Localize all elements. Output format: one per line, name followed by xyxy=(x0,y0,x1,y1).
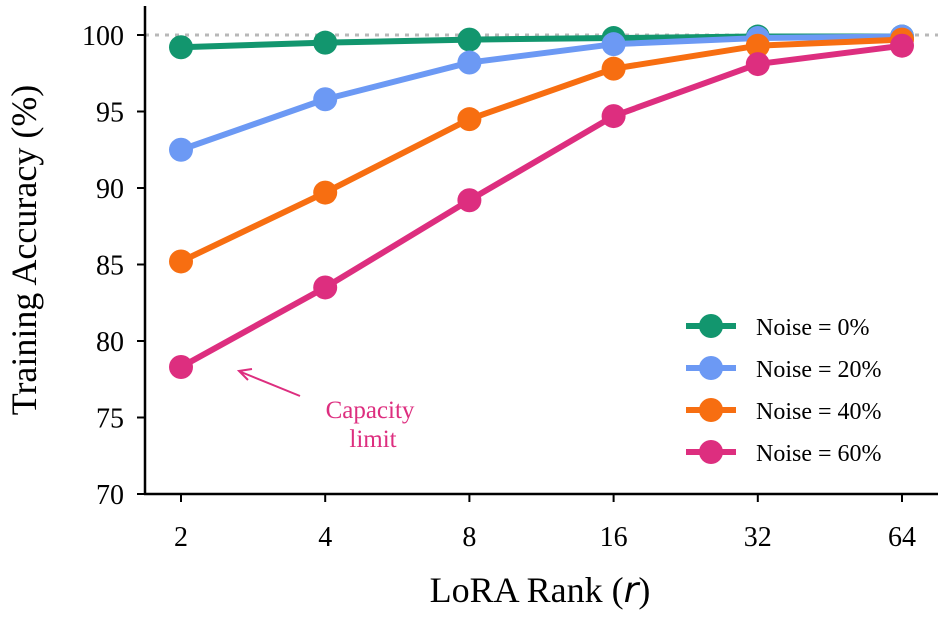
annotation-text-line-2: limit xyxy=(349,426,396,453)
series-3 xyxy=(169,33,914,380)
data-point xyxy=(745,33,770,58)
annotation-arrow-head xyxy=(236,368,253,381)
y-tick-label: 90 xyxy=(96,174,124,205)
series-2 xyxy=(169,27,914,274)
data-point xyxy=(313,30,338,55)
legend-marker xyxy=(699,314,723,338)
data-point xyxy=(313,275,338,300)
annotation-arrow-shaft xyxy=(240,371,301,397)
legend-label: Noise = 20% xyxy=(756,357,882,383)
annotation-text-line-1: Capacity xyxy=(326,397,415,424)
x-axis-title: LoRA Rank (r) xyxy=(430,570,651,611)
data-point xyxy=(313,180,338,205)
y-tick-label: 85 xyxy=(96,251,124,282)
legend-marker xyxy=(699,440,723,464)
data-point xyxy=(169,137,193,162)
data-point xyxy=(601,32,626,57)
x-axis-title-close: ) xyxy=(638,570,650,610)
legend-label: Noise = 0% xyxy=(756,315,870,341)
x-tick-label: 16 xyxy=(600,522,628,553)
data-point xyxy=(169,35,193,60)
x-axis-title-variable: r xyxy=(624,570,641,611)
data-point xyxy=(890,33,914,58)
series-line xyxy=(179,42,903,370)
legend-label: Noise = 60% xyxy=(756,441,882,467)
series-line xyxy=(180,33,903,153)
x-tick-label: 8 xyxy=(462,522,476,553)
legend-marker xyxy=(699,398,723,422)
legend-marker xyxy=(699,356,723,380)
data-point xyxy=(169,249,193,274)
data-point xyxy=(601,104,626,129)
legend: Noise = 0% Noise = 20% Noise = 40% Noise = … xyxy=(686,314,882,467)
data-point xyxy=(457,50,482,75)
y-tick-label: 100 xyxy=(82,21,124,52)
data-point xyxy=(601,56,626,81)
legend-label: Noise = 40% xyxy=(756,399,882,425)
data-point xyxy=(457,27,482,52)
data-point xyxy=(745,52,770,77)
x-tick-label: 2 xyxy=(174,522,188,553)
annotation: Capacity limit xyxy=(236,368,415,453)
series-line xyxy=(179,36,903,265)
data-point xyxy=(457,107,482,132)
x-tick-label: 64 xyxy=(888,522,916,553)
y-tick-label: 95 xyxy=(96,98,124,129)
axes xyxy=(143,6,938,496)
ticks: 70 75 80 85 90 95 100 2 4 8 16 32 64 xyxy=(82,21,916,553)
y-tick-label: 80 xyxy=(96,327,124,358)
y-axis-title: Training Accuracy (%) xyxy=(4,85,44,416)
data-point xyxy=(169,355,193,380)
x-tick-label: 32 xyxy=(744,522,772,553)
series xyxy=(169,24,914,380)
y-tick-label: 70 xyxy=(96,480,124,511)
x-axis-title-text: LoRA Rank ( xyxy=(430,570,624,610)
y-tick-label: 75 xyxy=(96,404,124,435)
data-point xyxy=(457,188,482,213)
data-point xyxy=(313,87,338,112)
x-tick-label: 4 xyxy=(318,522,332,553)
